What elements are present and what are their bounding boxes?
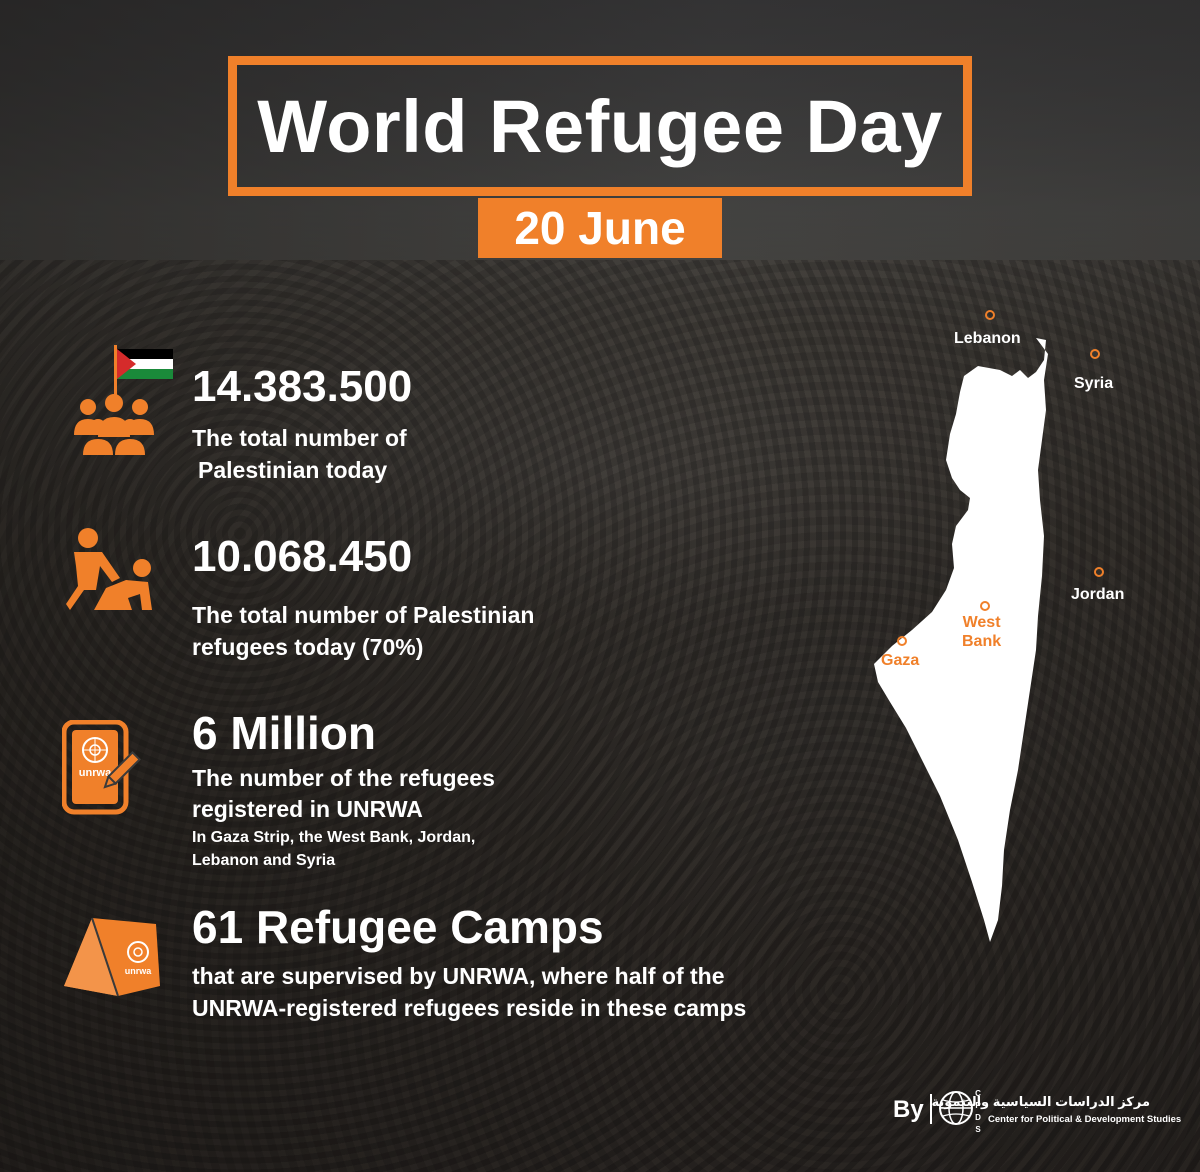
- helping-person-icon: [66, 528, 158, 619]
- svg-text:unrwa: unrwa: [79, 767, 112, 779]
- map-label-west-bank-line2: Bank: [962, 633, 1002, 650]
- map-label-gaza: Gaza: [881, 652, 920, 669]
- by-label: By: [893, 1096, 924, 1123]
- stat-unrwa-registered-note-line1: In Gaza Strip, the West Bank, Jordan,: [192, 829, 476, 846]
- stat-unrwa-registered-note-line2: Lebanon and Syria: [192, 852, 336, 869]
- footer-divider: [930, 1094, 932, 1124]
- logo-letter-c: C: [975, 1089, 981, 1098]
- map-label-lebanon: Lebanon: [954, 330, 1021, 347]
- org-name-english: Center for Political & Development Studi…: [988, 1114, 1182, 1125]
- map-label-jordan: Jordan: [1071, 586, 1125, 603]
- stat-total-palestinians-desc-line1: The total number of: [192, 425, 407, 451]
- stat-refugee-camps-desc-line1: that are supervised by UNRWA, where half…: [192, 963, 725, 989]
- logo-letter-d: D: [975, 1113, 981, 1122]
- unrwa-registration-icon: unrwa: [61, 719, 146, 821]
- west-bank-marker: [980, 601, 990, 611]
- stat-refugee-camps-value: 61 Refugee Camps: [192, 901, 604, 953]
- stat-refugees-value: 10.068.450: [192, 532, 413, 581]
- palestine-map: [860, 330, 1060, 955]
- page-title: World Refugee Day: [257, 84, 943, 168]
- gaza-marker: [897, 636, 907, 646]
- map-label-syria: Syria: [1074, 375, 1114, 392]
- stat-total-palestinians-desc-line2: Palestinian today: [198, 457, 388, 483]
- stat-refugees-desc-line1: The total number of Palestinian: [192, 602, 535, 628]
- svg-text:unrwa: unrwa: [125, 966, 152, 976]
- stat-refugee-camps-desc-line2: UNRWA-registered refugees reside in thes…: [192, 995, 747, 1021]
- cpds-logo: C P D S: [938, 1086, 984, 1143]
- people-group-flag-icon: [68, 345, 180, 462]
- map-label-west-bank: West Bank: [962, 613, 1001, 651]
- stat-unrwa-registered-desc-line1: The number of the refugees: [192, 765, 495, 791]
- date-banner: 20 June: [478, 198, 722, 258]
- stat-unrwa-registered-value: 6 Million: [192, 707, 376, 759]
- logo-letter-p: P: [975, 1101, 981, 1110]
- logo-letter-s: S: [975, 1125, 981, 1134]
- stat-unrwa-registered-desc-line2: registered in UNRWA: [192, 796, 423, 822]
- tent-icon: unrwa: [62, 916, 162, 1003]
- map-label-west-bank-line1: West: [962, 614, 1001, 631]
- jordan-marker: [1094, 567, 1104, 577]
- stat-refugees-desc-line2: refugees today (70%): [192, 634, 424, 660]
- date-label: 20 June: [514, 202, 686, 254]
- syria-marker: [1090, 349, 1100, 359]
- lebanon-marker: [985, 310, 995, 320]
- stat-total-palestinians-value: 14.383.500: [192, 362, 413, 411]
- title-frame: World Refugee Day: [228, 56, 972, 196]
- org-name-arabic: مركز الدراسات السياسية والتنموية: [931, 1094, 1150, 1109]
